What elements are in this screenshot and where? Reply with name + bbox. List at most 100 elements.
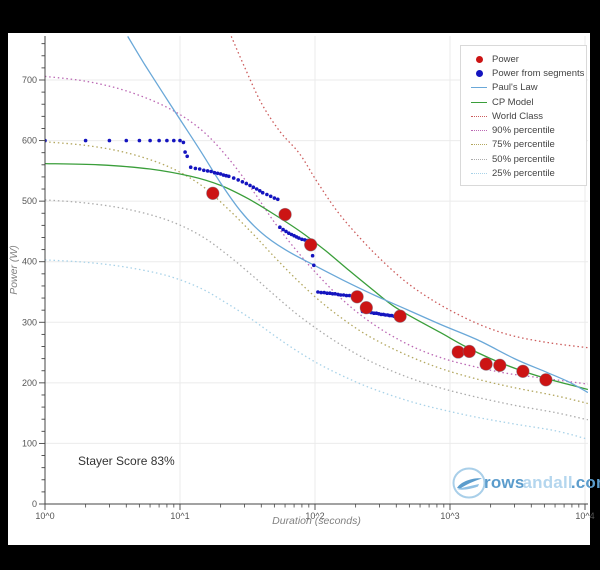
y-axis-tick-label: 0	[32, 499, 37, 509]
point-power	[278, 207, 292, 222]
x-axis-tick-label: 10^3	[440, 511, 459, 521]
point-power-from-segments	[312, 263, 316, 268]
point-power-from-segments	[181, 140, 186, 145]
legend-line	[471, 173, 487, 175]
point-power-from-segments	[341, 293, 346, 297]
legend-item-world-class: World Class	[461, 109, 586, 123]
point-power-from-segments	[325, 291, 329, 296]
point-power	[393, 309, 407, 323]
legend-label: Power	[492, 53, 519, 65]
point-power-from-segments	[338, 293, 343, 297]
legend-label: CP Model	[492, 96, 534, 108]
point-power-from-segments	[209, 169, 213, 174]
point-power-from-segments	[297, 236, 301, 240]
point-power-from-segments	[284, 229, 288, 234]
point-power-from-segments	[278, 225, 282, 229]
legend-item-25-percentile: 25% percentile	[461, 166, 586, 180]
y-axis-tick-label: 200	[22, 378, 37, 388]
x-axis-tick-label: 10^2	[305, 511, 324, 521]
curve-paul-s-law	[127, 36, 588, 394]
legend-label: Power from segments	[492, 67, 585, 79]
x-axis-title: Duration (seconds)	[272, 515, 361, 527]
point-power-from-segments	[172, 138, 176, 143]
logo-text-com: .com	[570, 473, 600, 492]
legend-label: 25% percentile	[492, 168, 555, 180]
legend-marker-90-percentile	[470, 130, 488, 132]
point-power-from-segments	[328, 291, 332, 296]
point-power-from-segments	[193, 166, 198, 171]
curve-75-percentile	[45, 141, 588, 405]
point-power	[539, 373, 553, 387]
point-power-from-segments	[251, 185, 256, 189]
legend-marker-75-percentile	[470, 144, 488, 146]
point-power-from-segments	[347, 293, 352, 298]
legend-item-cp-model: CP Model	[461, 95, 586, 109]
rowsandall-boat-icon	[452, 467, 486, 499]
legend-label: 90% percentile	[492, 125, 555, 137]
point-power-from-segments	[197, 167, 202, 171]
legend-item-50-percentile: 50% percentile	[461, 152, 586, 166]
point-power-from-segments	[260, 190, 265, 195]
legend-marker-power	[470, 55, 488, 63]
point-power-from-segments	[281, 227, 285, 232]
x-axis-tick-label: 10^0	[35, 511, 54, 521]
point-power-from-segments	[336, 292, 340, 297]
legend-line	[471, 115, 487, 117]
point-power-from-segments	[254, 187, 259, 191]
point-power-from-segments	[244, 181, 249, 186]
legend-label: 75% percentile	[492, 139, 555, 151]
point-power-from-segments	[287, 231, 291, 235]
point-power-from-segments	[316, 290, 320, 294]
legend-item-power: Power	[461, 52, 586, 66]
legend-item-75-percentile: 75% percentile	[461, 138, 586, 152]
legend-item-90-percentile: 90% percentile	[461, 123, 586, 137]
legend-marker-pauls-law	[470, 87, 488, 89]
point-power-from-segments	[212, 170, 217, 175]
point-power-from-segments	[231, 176, 236, 180]
stayer-score-annotation: Stayer Score 83%	[78, 454, 175, 468]
point-power-from-segments	[276, 197, 280, 202]
point-power	[304, 238, 318, 252]
legend-label: Paul's Law	[492, 82, 538, 94]
point-power	[359, 301, 373, 315]
point-power	[206, 186, 220, 200]
point-power-from-segments	[333, 292, 337, 296]
point-power-from-segments	[83, 138, 88, 143]
point-power-from-segments	[265, 192, 269, 197]
point-power-from-segments	[240, 180, 245, 184]
point-power-from-segments	[319, 290, 323, 295]
y-axis-tick-label: 500	[22, 196, 37, 206]
legend-item-power-from-segments: Power from segments	[461, 66, 586, 80]
curve-cp-model	[45, 162, 588, 391]
point-power-from-segments	[330, 292, 335, 296]
legend-line	[471, 101, 487, 103]
legend-item-pauls-law: Paul's Law	[461, 81, 586, 95]
y-axis-title: Power (W)	[8, 245, 20, 295]
point-power-from-segments	[221, 173, 226, 177]
legend-dot	[475, 55, 483, 63]
point-power-from-segments	[178, 138, 182, 143]
legend-marker-25-percentile	[470, 173, 488, 175]
point-power	[462, 344, 476, 359]
point-power-from-segments	[157, 138, 161, 143]
point-power	[516, 364, 530, 378]
point-power-from-segments	[185, 154, 189, 159]
legend-marker-power-from-segments	[470, 69, 488, 77]
point-power-from-segments	[258, 189, 262, 193]
point-power-from-segments	[372, 311, 376, 316]
point-power-from-segments	[202, 168, 206, 173]
point-power-from-segments	[236, 178, 240, 182]
legend-line	[471, 87, 487, 89]
point-power	[493, 358, 507, 372]
curve-90-percentile	[45, 75, 588, 385]
legend-line	[471, 130, 487, 132]
point-power-from-segments	[300, 237, 304, 242]
point-power-from-segments	[148, 138, 152, 143]
point-power-from-segments	[107, 138, 112, 143]
point-power	[479, 357, 493, 371]
point-power-from-segments	[218, 172, 223, 176]
legend: Power Power from segments Paul's Law CP …	[460, 45, 587, 186]
point-power-from-segments	[322, 290, 327, 295]
point-power-from-segments	[137, 138, 142, 143]
